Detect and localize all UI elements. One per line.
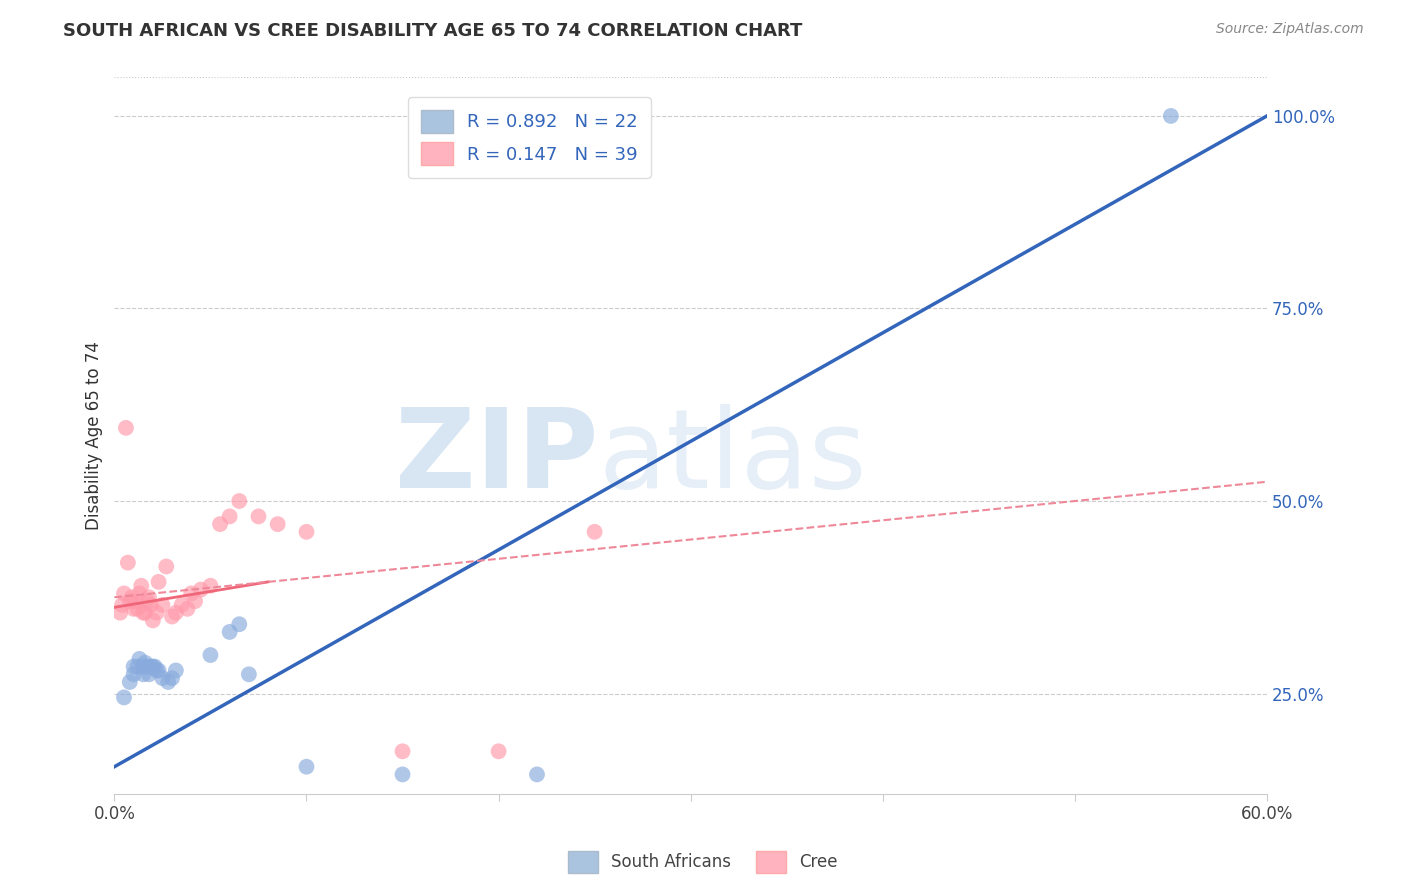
Point	[190, 582, 212, 597]
Point	[488, 744, 510, 758]
Point	[132, 606, 155, 620]
Legend: South Africans, Cree: South Africans, Cree	[561, 845, 845, 880]
Point	[127, 659, 149, 673]
Point	[122, 602, 145, 616]
Point	[180, 586, 202, 600]
Point	[583, 524, 606, 539]
Point	[209, 517, 232, 532]
Point	[121, 591, 143, 605]
Point	[128, 652, 150, 666]
Point	[117, 556, 139, 570]
Point	[184, 594, 207, 608]
Text: Source: ZipAtlas.com: Source: ZipAtlas.com	[1216, 22, 1364, 37]
Point	[132, 659, 155, 673]
Point	[152, 598, 174, 612]
Point	[134, 606, 156, 620]
Point	[108, 606, 131, 620]
Point	[142, 614, 165, 628]
Point	[228, 617, 250, 632]
Point	[128, 586, 150, 600]
Point	[139, 598, 162, 612]
Point	[139, 659, 162, 673]
Point	[112, 690, 135, 705]
Point	[295, 760, 318, 774]
Point	[118, 594, 141, 608]
Point	[136, 594, 159, 608]
Point	[111, 598, 134, 612]
Y-axis label: Disability Age 65 to 74: Disability Age 65 to 74	[86, 341, 103, 530]
Point	[118, 675, 141, 690]
Point	[218, 509, 240, 524]
Point	[218, 624, 240, 639]
Point	[132, 667, 155, 681]
Point	[200, 579, 222, 593]
Point	[160, 671, 183, 685]
Point	[152, 671, 174, 685]
Point	[129, 579, 152, 593]
Point	[526, 767, 548, 781]
Point	[170, 598, 193, 612]
Point	[155, 559, 177, 574]
Text: ZIP: ZIP	[395, 403, 599, 510]
Point	[247, 509, 270, 524]
Point	[148, 574, 170, 589]
Point	[136, 659, 159, 673]
Point	[160, 609, 183, 624]
Point	[391, 744, 413, 758]
Point	[122, 667, 145, 681]
Point	[112, 586, 135, 600]
Point	[228, 494, 250, 508]
Point	[176, 602, 198, 616]
Point	[122, 659, 145, 673]
Point	[295, 524, 318, 539]
Point	[115, 421, 138, 435]
Point	[143, 659, 166, 673]
Point	[238, 667, 260, 681]
Point	[134, 656, 156, 670]
Text: atlas: atlas	[599, 403, 868, 510]
Point	[148, 664, 170, 678]
Legend: R = 0.892   N = 22, R = 0.147   N = 39: R = 0.892 N = 22, R = 0.147 N = 39	[408, 97, 651, 178]
Point	[127, 602, 149, 616]
Point	[138, 591, 160, 605]
Point	[200, 648, 222, 662]
Point	[145, 606, 167, 620]
Point	[266, 517, 288, 532]
Point	[138, 667, 160, 681]
Point	[165, 606, 187, 620]
Point	[142, 659, 165, 673]
Text: SOUTH AFRICAN VS CREE DISABILITY AGE 65 TO 74 CORRELATION CHART: SOUTH AFRICAN VS CREE DISABILITY AGE 65 …	[63, 22, 803, 40]
Point	[157, 675, 180, 690]
Point	[165, 664, 187, 678]
Point	[145, 664, 167, 678]
Point	[124, 594, 146, 608]
Point	[391, 767, 413, 781]
Point	[1160, 109, 1182, 123]
